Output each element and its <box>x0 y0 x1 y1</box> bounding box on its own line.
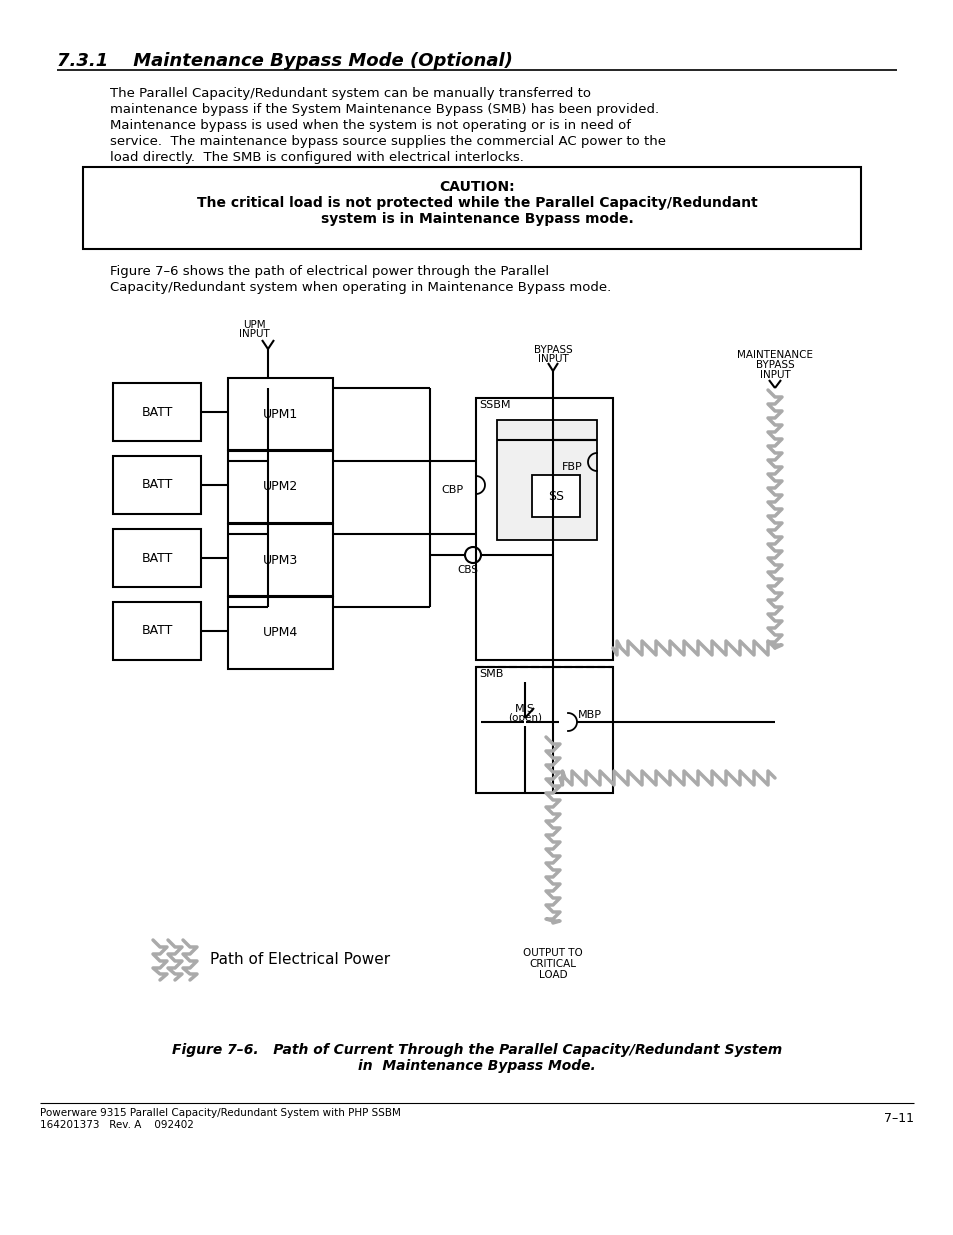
Text: BATT: BATT <box>141 405 172 419</box>
Text: INPUT: INPUT <box>537 354 568 364</box>
Text: CBP: CBP <box>440 485 462 495</box>
Bar <box>476 398 613 659</box>
Text: UPM2: UPM2 <box>263 480 297 494</box>
Text: The Parallel Capacity/Redundant system can be manually transferred to: The Parallel Capacity/Redundant system c… <box>110 86 590 100</box>
Text: maintenance bypass if the System Maintenance Bypass (SMB) has been provided.: maintenance bypass if the System Mainten… <box>110 103 659 116</box>
Text: Maintenance bypass is used when the system is not operating or is in need of: Maintenance bypass is used when the syst… <box>110 119 630 132</box>
Text: 7.3.1    Maintenance Bypass Mode (Optional): 7.3.1 Maintenance Bypass Mode (Optional) <box>57 52 513 70</box>
Text: The critical load is not protected while the Parallel Capacity/Redundant: The critical load is not protected while… <box>196 196 757 210</box>
Text: 7–11: 7–11 <box>883 1112 913 1125</box>
Text: CBS: CBS <box>457 564 478 576</box>
Text: INPUT: INPUT <box>238 329 269 338</box>
Text: UPM4: UPM4 <box>263 626 297 640</box>
Bar <box>228 451 333 522</box>
Text: UPM1: UPM1 <box>263 408 297 420</box>
Text: Capacity/Redundant system when operating in Maintenance Bypass mode.: Capacity/Redundant system when operating… <box>110 282 611 294</box>
Text: MIS: MIS <box>515 704 535 714</box>
Text: CRITICAL: CRITICAL <box>529 960 576 969</box>
Text: SS: SS <box>547 489 563 503</box>
Bar <box>497 420 597 540</box>
Bar <box>83 167 861 249</box>
Text: MAINTENANCE: MAINTENANCE <box>737 350 812 359</box>
Text: UPM: UPM <box>242 320 265 330</box>
Text: BYPASS: BYPASS <box>755 359 794 370</box>
Text: MBP: MBP <box>578 710 601 720</box>
Text: service.  The maintenance bypass source supplies the commercial AC power to the: service. The maintenance bypass source s… <box>110 135 665 148</box>
Bar <box>228 524 333 597</box>
Text: OUTPUT TO: OUTPUT TO <box>522 948 582 958</box>
Text: system is in Maintenance Bypass mode.: system is in Maintenance Bypass mode. <box>320 212 633 226</box>
Text: 164201373   Rev. A    092402: 164201373 Rev. A 092402 <box>40 1120 193 1130</box>
Bar <box>228 597 333 669</box>
Bar <box>112 601 201 659</box>
Text: (open): (open) <box>507 713 541 722</box>
Bar <box>112 456 201 514</box>
Text: in  Maintenance Bypass Mode.: in Maintenance Bypass Mode. <box>357 1058 596 1073</box>
Text: BATT: BATT <box>141 552 172 564</box>
Bar <box>228 378 333 450</box>
Text: Path of Electrical Power: Path of Electrical Power <box>210 952 390 967</box>
Text: UPM3: UPM3 <box>263 553 297 567</box>
Text: BYPASS: BYPASS <box>533 345 572 354</box>
Text: LOAD: LOAD <box>538 969 567 981</box>
Bar <box>112 383 201 441</box>
Text: SMB: SMB <box>478 669 503 679</box>
Text: load directly.  The SMB is configured with electrical interlocks.: load directly. The SMB is configured wit… <box>110 151 523 164</box>
Bar <box>476 667 613 793</box>
Bar <box>112 529 201 587</box>
Bar <box>532 475 579 517</box>
Text: Powerware 9315 Parallel Capacity/Redundant System with PHP SSBM: Powerware 9315 Parallel Capacity/Redunda… <box>40 1108 400 1118</box>
Text: Figure 7–6 shows the path of electrical power through the Parallel: Figure 7–6 shows the path of electrical … <box>110 266 549 278</box>
Text: SSBM: SSBM <box>478 400 510 410</box>
Text: INPUT: INPUT <box>759 370 789 380</box>
Text: FBP: FBP <box>561 462 582 472</box>
Text: BATT: BATT <box>141 625 172 637</box>
Text: Figure 7–6.   Path of Current Through the Parallel Capacity/Redundant System: Figure 7–6. Path of Current Through the … <box>172 1044 781 1057</box>
Text: BATT: BATT <box>141 478 172 492</box>
Text: CAUTION:: CAUTION: <box>438 180 515 194</box>
